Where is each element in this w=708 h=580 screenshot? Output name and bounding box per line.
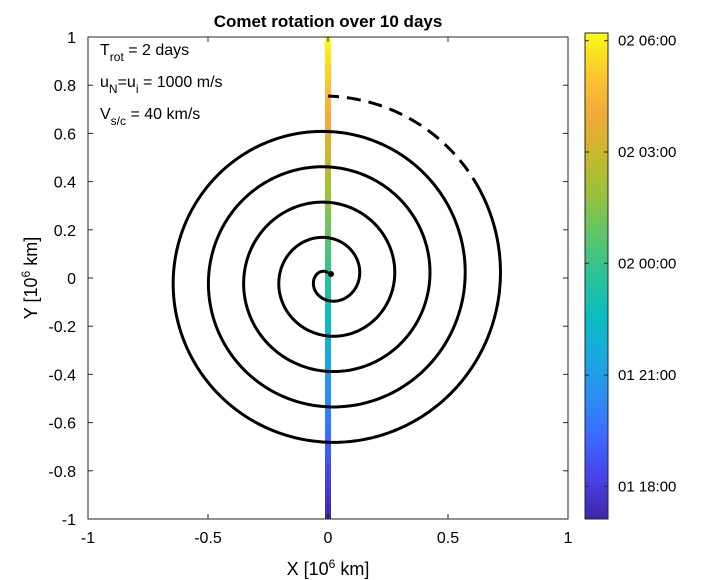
x-axis-title: X [106 km]	[287, 557, 370, 579]
comet-nucleus	[328, 271, 334, 277]
spiral-solid	[171, 129, 502, 444]
x-tick-label: -1	[81, 530, 95, 547]
y-axis-title: Y [106 km]	[19, 237, 41, 319]
x-axis-ticks: -1 -0.5 0 0.5 1	[81, 37, 573, 547]
y-tick-label: -1	[62, 512, 76, 529]
y-tick-label: -0.4	[48, 367, 76, 384]
x-tick-label: -0.5	[194, 530, 222, 547]
x-tick-label: 0.5	[437, 530, 459, 547]
colorbar-tick-label: 02 06:00	[618, 33, 676, 50]
colorbar-tick-label: 02 03:00	[618, 144, 676, 161]
y-tick-label: 0.2	[54, 223, 76, 240]
y-tick-label: 0.8	[54, 78, 76, 95]
y-tick-label: -0.8	[48, 464, 76, 481]
spiral-group	[171, 94, 502, 444]
annotation-rotation-period: Trot = 2 days	[100, 42, 189, 64]
annotations: Trot = 2 days uN=ui = 1000 m/s Vs/c = 40…	[100, 42, 223, 128]
y-tick-label: -0.2	[48, 319, 76, 336]
y-tick-label: -0.6	[48, 416, 76, 433]
annotation-spacecraft-speed: Vs/c = 40 km/s	[100, 106, 200, 128]
x-tick-label: 0	[324, 530, 333, 547]
y-tick-label: 0.4	[54, 175, 76, 192]
chart-title: Comet rotation over 10 days	[214, 12, 443, 31]
colorbar-tick-label: 01 21:00	[618, 367, 676, 384]
colorbar-tick-label: 02 00:00	[618, 255, 676, 272]
y-tick-label: 0	[67, 271, 76, 288]
x-tick-label: 1	[564, 530, 573, 547]
y-axis-ticks: -1 -0.8 -0.6 -0.4 -0.2 0 0.2 0.4 0.6 0.8 1	[48, 30, 568, 529]
colorbar-ticks: 01 18:00 01 21:00 02 00:00 02 03:00 02 06:00	[585, 33, 676, 495]
y-tick-label: 1	[67, 30, 76, 47]
y-tick-label: 0.6	[54, 126, 76, 143]
spiral-dashed	[327, 94, 482, 191]
colorbar-tick-label: 01 18:00	[618, 478, 676, 495]
annotation-velocity: uN=ui = 1000 m/s	[100, 74, 223, 96]
colorbar	[584, 32, 609, 520]
